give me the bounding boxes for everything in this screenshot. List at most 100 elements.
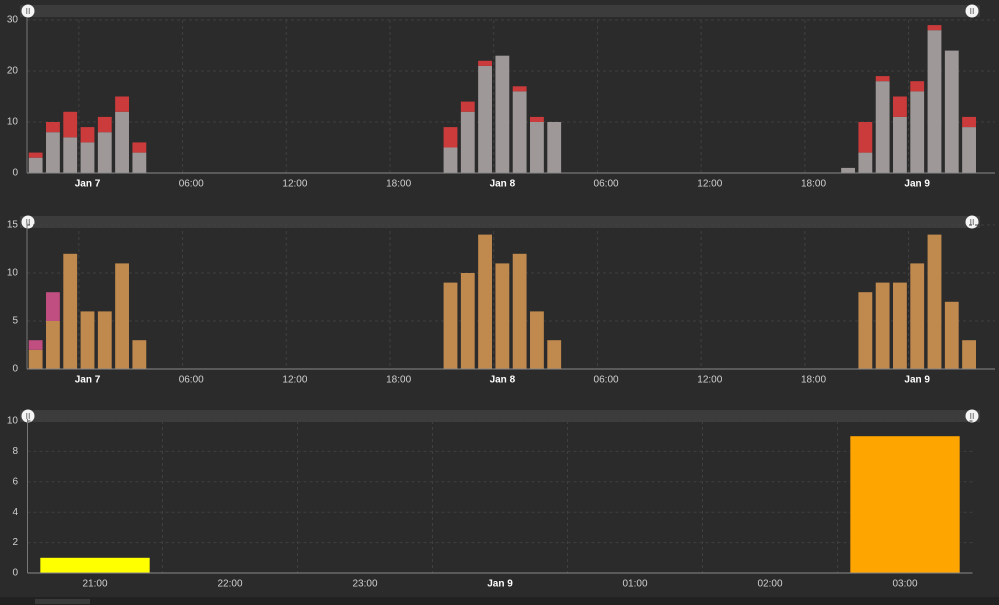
y-tick-label: 8 <box>12 446 18 457</box>
bar <box>858 152 873 173</box>
x-tick-label: 18:00 <box>801 179 826 190</box>
x-tick-label: 06:00 <box>179 179 204 190</box>
scrollbar[interactable] <box>0 597 999 605</box>
bar <box>841 167 855 173</box>
bar <box>530 116 544 122</box>
bar <box>875 81 890 173</box>
bar <box>478 234 492 369</box>
bar <box>443 282 458 369</box>
y-tick-label: 10 <box>7 117 19 128</box>
bar <box>46 122 60 133</box>
bar <box>63 253 78 369</box>
x-tick-label: Jan 9 <box>487 579 513 590</box>
bar <box>97 132 112 173</box>
range-handle[interactable] <box>965 215 979 229</box>
range-bar[interactable] <box>20 216 980 228</box>
bar <box>63 137 78 173</box>
bar <box>927 234 942 369</box>
bar <box>858 122 873 153</box>
bar <box>512 253 527 369</box>
bar <box>512 91 527 173</box>
y-tick-label: 6 <box>12 476 18 487</box>
bar <box>495 263 510 369</box>
bar <box>875 282 890 369</box>
bar <box>460 273 475 369</box>
x-tick-label: 23:00 <box>352 579 377 590</box>
range-handle[interactable] <box>965 409 979 423</box>
bar <box>893 96 907 117</box>
bar <box>115 263 129 369</box>
bar <box>858 292 873 369</box>
bar <box>443 147 458 173</box>
bar <box>443 127 458 148</box>
x-tick-label: Jan 8 <box>490 375 516 386</box>
x-tick-label: 06:00 <box>594 179 619 190</box>
bar <box>850 436 960 573</box>
y-tick-label: 15 <box>7 220 19 231</box>
bar <box>547 340 562 369</box>
bar <box>460 111 475 173</box>
bar <box>132 142 147 153</box>
range-bar[interactable] <box>20 410 980 422</box>
bar <box>495 55 510 174</box>
range-handle[interactable] <box>21 215 35 229</box>
bar <box>875 76 890 82</box>
y-tick-label: 10 <box>7 416 19 427</box>
x-tick-label: 01:00 <box>622 579 647 590</box>
range-bar[interactable] <box>20 5 980 17</box>
x-tick-label: Jan 9 <box>904 179 930 190</box>
x-tick-label: 06:00 <box>179 375 204 386</box>
x-tick-label: 22:00 <box>217 579 242 590</box>
x-tick-label: 12:00 <box>282 179 307 190</box>
x-tick-label: 12:00 <box>282 375 307 386</box>
bar <box>944 301 959 369</box>
x-tick-label: 18:00 <box>801 375 826 386</box>
bar <box>530 122 544 173</box>
x-tick-label: 21:00 <box>82 579 107 590</box>
x-tick-label: Jan 7 <box>75 179 101 190</box>
bar <box>530 311 544 369</box>
bar <box>46 132 60 173</box>
scrollbar-thumb[interactable] <box>35 599 90 604</box>
x-tick-label: 12:00 <box>697 179 722 190</box>
bar <box>28 349 43 369</box>
bar <box>910 263 925 369</box>
range-handle[interactable] <box>21 4 35 18</box>
bar <box>46 321 60 369</box>
bar <box>910 81 925 92</box>
bar <box>28 340 43 350</box>
x-tick-label: 18:00 <box>386 179 411 190</box>
x-tick-label: 02:00 <box>757 579 782 590</box>
x-tick-label: Jan 7 <box>75 375 101 386</box>
bar <box>97 116 112 133</box>
y-tick-label: 2 <box>12 537 18 548</box>
bar <box>97 311 112 369</box>
range-handle[interactable] <box>21 409 35 423</box>
bar <box>63 111 78 138</box>
bar <box>478 65 492 173</box>
bar <box>28 152 43 158</box>
x-tick-label: 12:00 <box>697 375 722 386</box>
bar <box>512 86 527 92</box>
y-tick-label: 0 <box>12 568 18 579</box>
bar <box>46 292 60 321</box>
range-handle[interactable] <box>965 4 979 18</box>
y-tick-label: 20 <box>7 66 19 77</box>
bar <box>115 111 129 173</box>
bar <box>962 340 976 369</box>
bar <box>132 152 147 173</box>
x-tick-label: 03:00 <box>892 579 917 590</box>
bar <box>927 30 942 174</box>
bar <box>927 25 942 31</box>
bar <box>478 60 492 66</box>
x-tick-label: Jan 9 <box>904 375 930 386</box>
bar <box>80 142 95 173</box>
bar <box>893 116 907 173</box>
bar <box>944 50 959 173</box>
x-tick-label: 06:00 <box>594 375 619 386</box>
bar <box>115 96 129 112</box>
bar <box>80 127 95 143</box>
x-tick-label: Jan 8 <box>490 179 516 190</box>
